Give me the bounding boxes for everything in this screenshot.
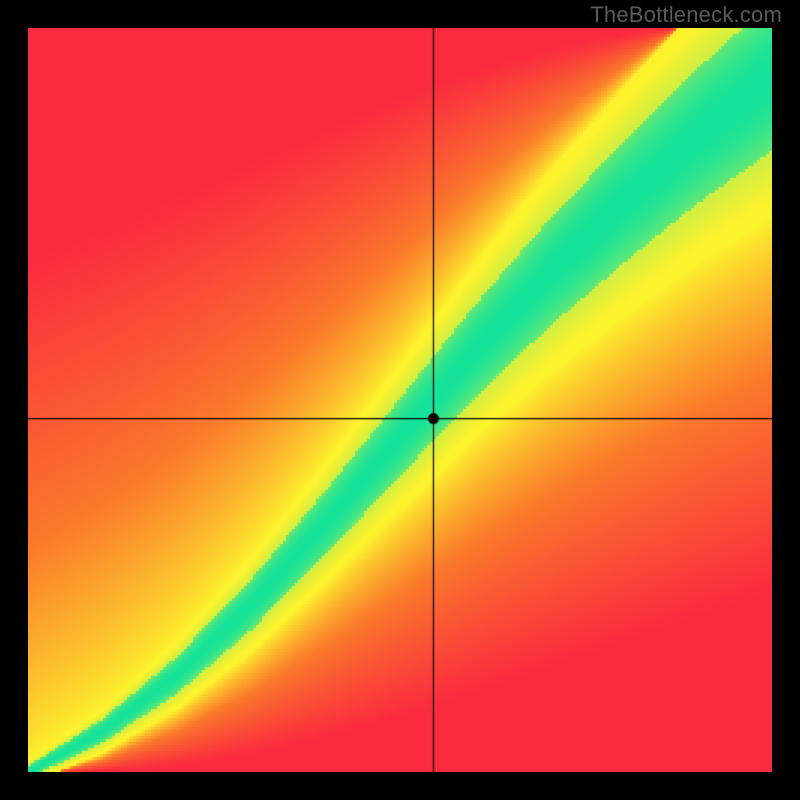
watermark-text: TheBottleneck.com xyxy=(590,2,782,28)
chart-container: TheBottleneck.com xyxy=(0,0,800,800)
heatmap-canvas xyxy=(28,28,772,772)
heatmap-plot xyxy=(28,28,772,772)
